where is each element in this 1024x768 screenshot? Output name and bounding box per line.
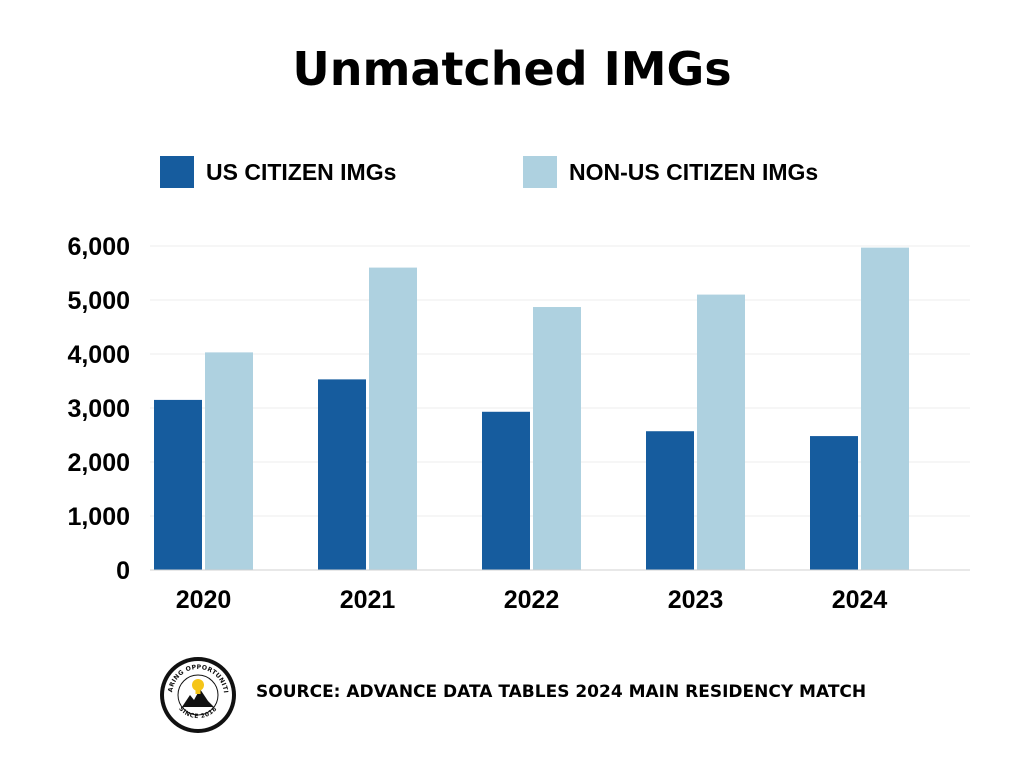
legend-label-non-us-citizen: NON-US CITIZEN IMGs [569,158,819,185]
bar-us-citizen-2024 [810,436,858,570]
x-tick-label: 2023 [668,586,724,614]
source-text: SOURCE: ADVANCE DATA TABLES 2024 MAIN RE… [256,682,867,702]
legend-item-non-us-citizen: NON-US CITIZEN IMGs [523,156,818,188]
bar-us-citizen-2021 [318,379,366,570]
chart-title: Unmatched IMGs [292,42,732,96]
bar-us-citizen-2022 [482,411,530,570]
legend-item-us-citizen: US CITIZEN IMGs [160,156,396,188]
y-tick-label: 6,000 [67,233,130,261]
bar-non-us-citizen-2023 [697,294,745,570]
y-tick-label: 1,000 [67,503,130,531]
sharing-opportunities-logo: SHARING OPPORTUNITIES SINCE 2018 [158,655,236,733]
legend-swatch-non-us-citizen [523,156,557,188]
x-tick-label: 2022 [504,586,560,614]
y-tick-label: 4,000 [67,341,130,369]
x-tick-label: 2021 [340,586,396,614]
bar-non-us-citizen-2021 [369,267,417,570]
y-tick-label: 3,000 [67,395,130,423]
bar-us-citizen-2023 [646,431,694,570]
y-tick-label: 0 [116,557,130,585]
y-tick-label: 5,000 [67,287,130,315]
bar-us-citizen-2020 [154,399,202,570]
legend-label-us-citizen: US CITIZEN IMGs [206,158,397,185]
bar-non-us-citizen-2024 [861,247,909,570]
bar-non-us-citizen-2020 [205,352,253,570]
source-footer: SHARING OPPORTUNITIES SINCE 2018 SOURCE:… [158,655,958,735]
x-tick-label: 2020 [176,586,232,614]
bar-chart: 0 1,000 2,000 3,000 4,000 5,000 6,000 2020 2021 2… [67,233,970,614]
bar-non-us-citizen-2022 [533,307,581,570]
legend-swatch-us-citizen [160,156,194,188]
x-tick-label: 2024 [832,586,888,614]
y-tick-label: 2,000 [67,449,130,477]
